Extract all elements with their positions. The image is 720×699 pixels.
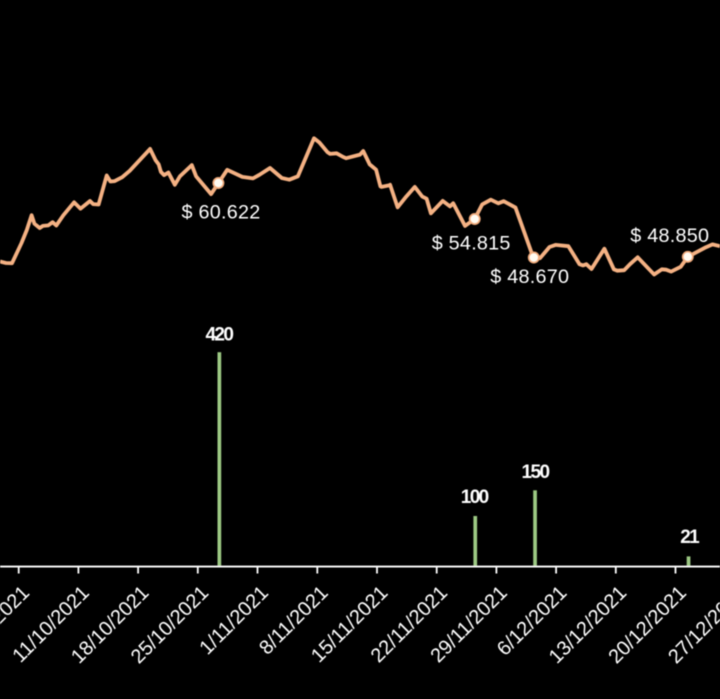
svg-text:$ 54.815: $ 54.815	[432, 232, 511, 254]
svg-text:100: 100	[461, 487, 489, 508]
svg-text:$ 48.670: $ 48.670	[490, 266, 569, 288]
svg-text:$ 48.850: $ 48.850	[630, 225, 709, 247]
svg-text:150: 150	[522, 462, 550, 483]
svg-text:$ 60.622: $ 60.622	[182, 201, 261, 223]
svg-text:21: 21	[680, 527, 700, 548]
svg-text:420: 420	[205, 325, 233, 346]
